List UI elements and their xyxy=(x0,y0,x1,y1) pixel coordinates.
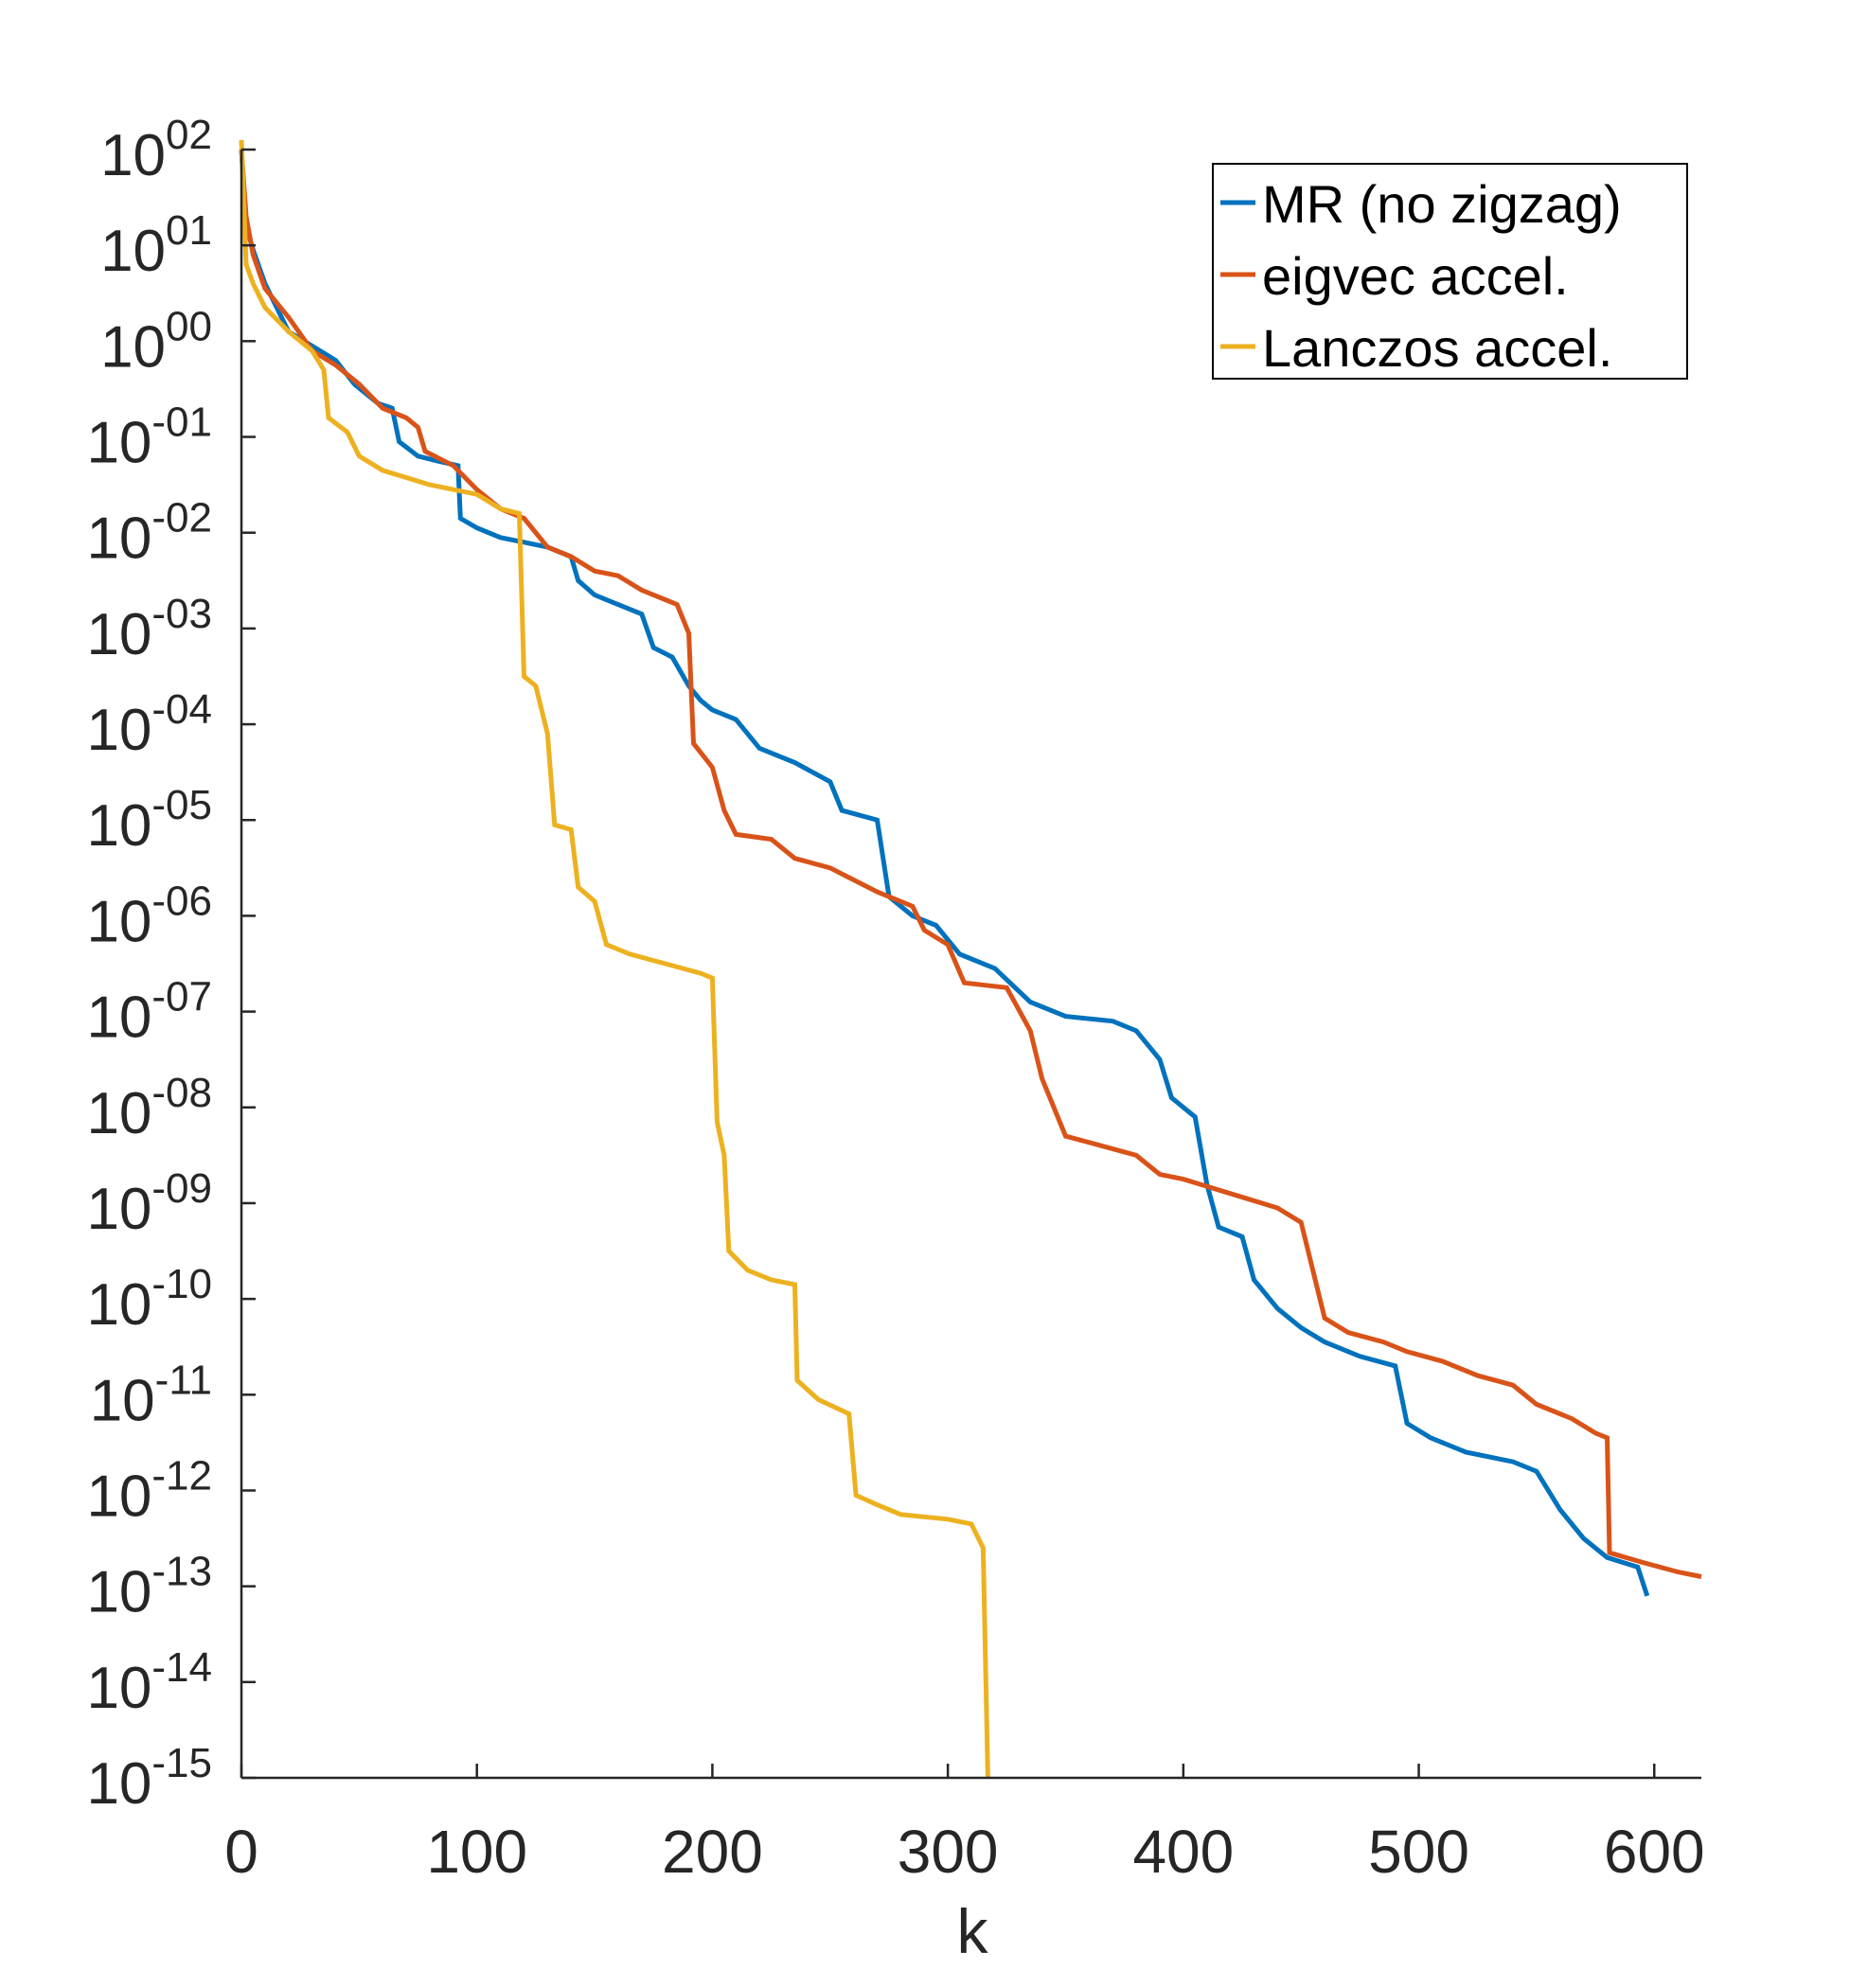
legend-label-2: eigvec accel. xyxy=(1262,246,1569,306)
legend-label-1: MR (no zigzag) xyxy=(1262,174,1622,234)
y-tick-label: 10-05 xyxy=(86,782,212,859)
y-tick-label: 10-10 xyxy=(86,1261,212,1338)
y-tick-label: 10-13 xyxy=(86,1549,212,1625)
y-tick-label: 10-02 xyxy=(86,495,212,572)
y-tick-label: 10-15 xyxy=(86,1740,212,1817)
y-tick-label: 10-09 xyxy=(86,1165,212,1242)
y-tick-label: 10-08 xyxy=(86,1070,212,1146)
y-tick-label: 10-06 xyxy=(86,878,212,954)
series-layer xyxy=(239,139,1702,1779)
y-tick-label: 10-03 xyxy=(86,591,212,667)
axes xyxy=(240,150,1701,1780)
x-tick-label: 600 xyxy=(1604,1818,1705,1886)
y-tick-label: 10-12 xyxy=(86,1452,212,1529)
y-tick-label: 1002 xyxy=(100,112,212,188)
x-tick-label: 200 xyxy=(662,1818,763,1886)
y-tick-label: 1001 xyxy=(100,207,212,284)
x-tick-label: 0 xyxy=(224,1818,258,1886)
series-line-3 xyxy=(239,139,990,1779)
y-tick-label: 10-04 xyxy=(86,686,212,763)
legend-box xyxy=(1212,163,1688,380)
x-tick-label: 100 xyxy=(426,1818,527,1886)
x-tick-label: 400 xyxy=(1132,1818,1234,1886)
y-tick-label: 1000 xyxy=(100,303,212,380)
y-tick-label: 10-07 xyxy=(86,974,212,1051)
x-axis-label: k xyxy=(957,1896,989,1966)
legend: MR (no zigzag) eigvec accel. Lanczos accel… xyxy=(1212,163,1688,380)
y-tick-label: 10-14 xyxy=(86,1644,212,1721)
series-line-2 xyxy=(239,149,1702,1579)
series-line-1 xyxy=(239,149,1650,1597)
y-tick-label: 10-11 xyxy=(90,1357,212,1433)
x-tick-label: 500 xyxy=(1368,1818,1469,1886)
x-tick-label: 300 xyxy=(898,1818,999,1886)
legend-label-3: Lanczos accel. xyxy=(1262,318,1612,378)
y-tick-label: 10-01 xyxy=(86,399,212,476)
